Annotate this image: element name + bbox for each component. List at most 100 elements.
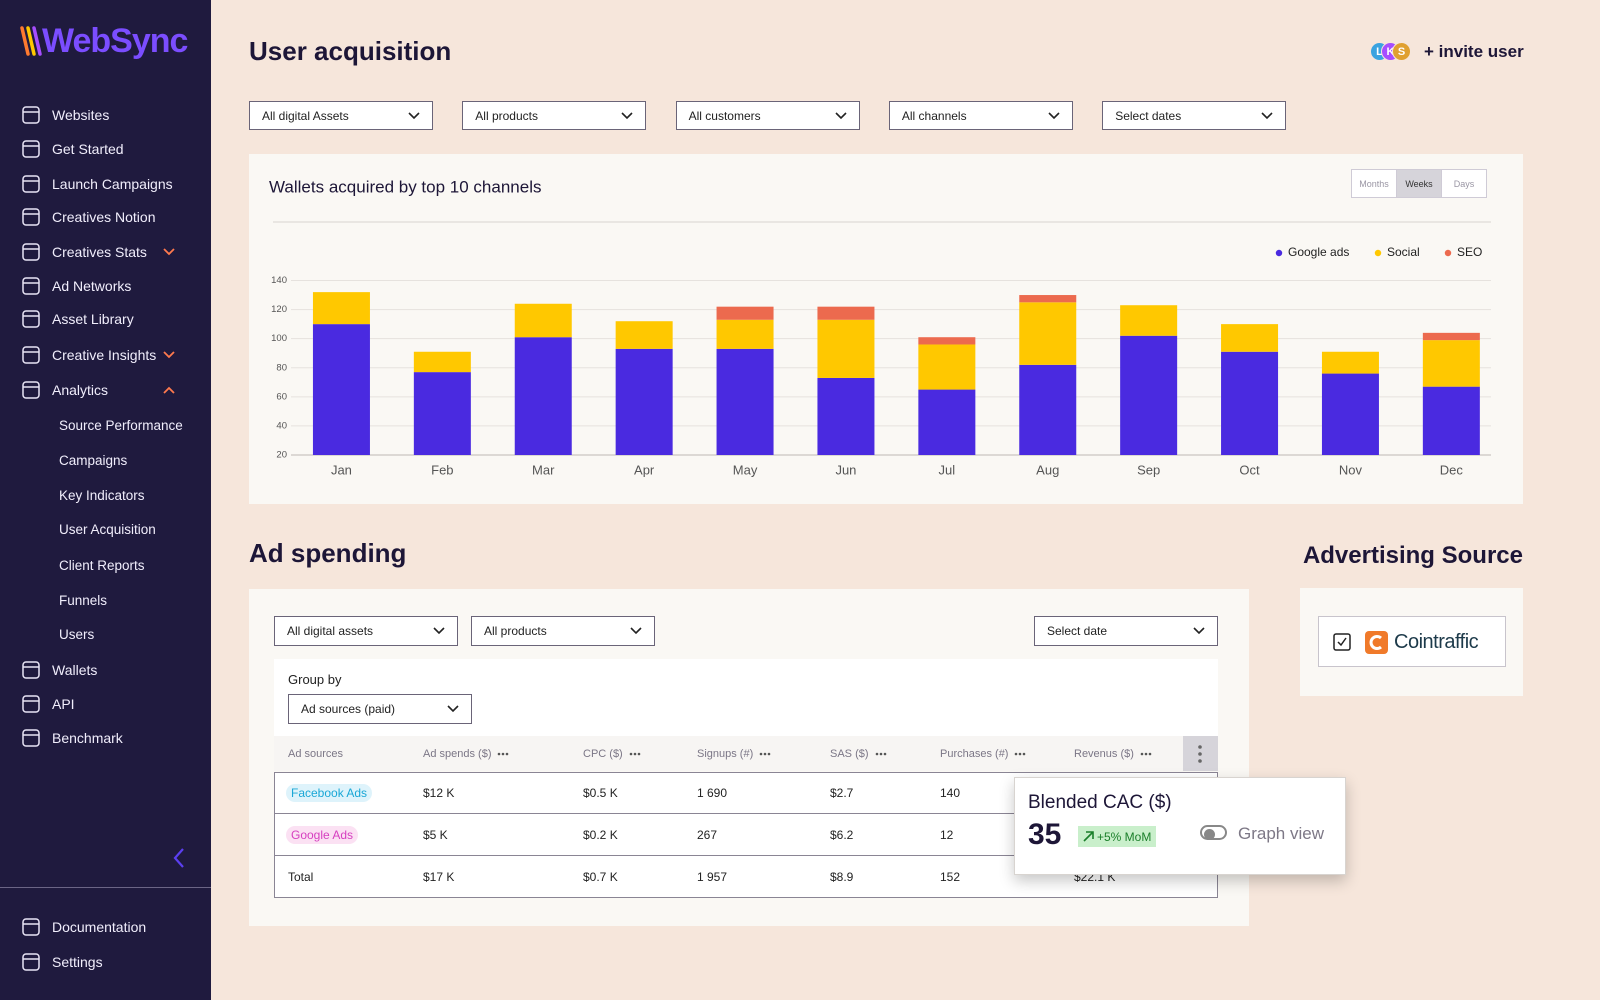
nav-item[interactable]: Get Started xyxy=(52,141,124,157)
dropdown[interactable]: All products xyxy=(462,101,647,130)
icon-shape xyxy=(22,346,40,364)
group-by-label: Group by xyxy=(288,672,342,687)
dropdown-arrow xyxy=(621,111,633,119)
dropdown[interactable]: Select dates xyxy=(1102,101,1287,130)
invite-button[interactable]: + invite user xyxy=(1424,42,1524,61)
column-menu[interactable] xyxy=(759,752,771,756)
icon-shape xyxy=(22,953,40,971)
nav-icon xyxy=(22,695,40,713)
column-menu[interactable] xyxy=(1014,752,1026,756)
nav-subitem[interactable]: Source Performance xyxy=(59,417,183,433)
column-menu[interactable] xyxy=(629,752,641,756)
nav-icon xyxy=(22,346,40,364)
icon-shape xyxy=(22,918,40,936)
nav-item[interactable]: Benchmark xyxy=(52,730,123,746)
column-header: CPC ($) xyxy=(583,736,641,771)
nav-item[interactable]: Websites xyxy=(52,107,110,123)
nav-icon xyxy=(22,175,40,193)
period-option[interactable]: Weeks xyxy=(1396,170,1441,197)
period-toggle: Months Weeks Days xyxy=(1351,169,1487,198)
nav-subitem[interactable]: Campaigns xyxy=(59,452,128,468)
column-title: Purchases (#) xyxy=(940,747,1009,760)
x-tick-label: Dec xyxy=(1440,462,1464,477)
nav-subitem[interactable]: Users xyxy=(59,626,95,642)
x-tick-label: Feb xyxy=(431,462,453,477)
table-cell: 1 957 xyxy=(697,870,728,884)
dropdown-arrow xyxy=(408,111,420,119)
popup-title: Blended CAC ($) xyxy=(1028,792,1172,813)
column-menu[interactable] xyxy=(875,752,887,756)
bar-segment xyxy=(1422,340,1480,387)
nav-item[interactable]: Wallets xyxy=(52,662,98,678)
source-chip[interactable]: Google Ads xyxy=(286,826,359,844)
icon-shape xyxy=(22,695,40,713)
chevron-icon xyxy=(163,386,175,394)
checkbox-box xyxy=(1333,633,1351,651)
nav-item[interactable]: Launch Campaigns xyxy=(52,176,173,192)
column-menu[interactable] xyxy=(1140,752,1152,756)
dropdown[interactable]: Ad sources (paid) xyxy=(288,694,472,724)
period-option[interactable]: Days xyxy=(1441,170,1486,197)
dot xyxy=(1148,752,1152,755)
column-title: Signups (#) xyxy=(697,747,754,760)
arrow xyxy=(447,705,459,713)
bar-segment xyxy=(1321,351,1379,374)
change-text: +5% MoM xyxy=(1097,829,1152,844)
bar-segment xyxy=(1019,302,1077,365)
dropdown[interactable]: All digital assets xyxy=(274,616,458,646)
column-menu[interactable] xyxy=(497,752,509,756)
nav-item[interactable]: Asset Library xyxy=(52,311,134,327)
x-tick-label: Mar xyxy=(532,462,555,477)
page-title: User acquisition xyxy=(249,36,452,66)
icon-shape xyxy=(22,381,40,399)
dropdown[interactable]: All products xyxy=(471,616,655,646)
group-by-panel: Group by Ad sources (paid) xyxy=(274,659,1218,736)
dropdown[interactable]: All customers xyxy=(675,101,860,130)
source-card: Cointraffic xyxy=(1300,588,1523,696)
dropdown-arrow xyxy=(835,111,847,119)
nav-item[interactable]: Creatives Notion xyxy=(52,209,156,225)
arrow xyxy=(621,111,633,119)
x-tick-label: Aug xyxy=(1036,462,1059,477)
logo-stripe xyxy=(20,26,30,56)
legend-label: Social xyxy=(1387,245,1420,259)
graph-toggle[interactable] xyxy=(1200,825,1227,840)
section-title: Advertising Source xyxy=(1302,542,1523,569)
period-option[interactable]: Months xyxy=(1359,178,1389,189)
legend-label: SEO xyxy=(1457,245,1482,259)
nav-item[interactable]: API xyxy=(52,696,75,712)
logo-text: WebSync xyxy=(42,22,188,60)
nav-item[interactable]: Creatives Stats xyxy=(52,244,147,260)
dropdown[interactable]: All channels xyxy=(888,101,1073,130)
source-name: Cointraffic xyxy=(1394,631,1479,653)
nav-item[interactable]: Settings xyxy=(52,954,103,970)
dot xyxy=(506,752,509,755)
nav-subitem[interactable]: Funnels xyxy=(59,592,108,608)
icon-shape xyxy=(22,729,40,747)
dropdown[interactable]: All digital Assets xyxy=(249,101,433,130)
source-option[interactable]: Cointraffic xyxy=(1318,616,1506,667)
nav-icon xyxy=(22,140,40,158)
y-tick-label: 100 xyxy=(271,333,287,344)
nav-subitem[interactable]: Client Reports xyxy=(59,557,145,573)
nav-subitem[interactable]: User Acquisition xyxy=(59,521,156,537)
nav-subitem[interactable]: Key Indicators xyxy=(59,487,145,503)
legend-dot xyxy=(1275,249,1283,257)
bar-segment xyxy=(716,306,774,320)
nav-item[interactable]: Analytics xyxy=(52,382,109,398)
dropdown[interactable]: Select date xyxy=(1034,616,1218,646)
nav-icon xyxy=(22,953,40,971)
sidebar xyxy=(0,0,211,1000)
source-chip[interactable]: Facebook Ads xyxy=(286,784,373,802)
nav-item[interactable]: Ad Networks xyxy=(52,278,132,294)
nav-item[interactable]: Creative Insights xyxy=(52,347,157,363)
table-cell: $5 K xyxy=(423,828,448,842)
table-menu[interactable] xyxy=(1183,736,1218,771)
collapse-arrow xyxy=(173,848,184,868)
table-cell: 1 690 xyxy=(697,786,728,800)
nav-item[interactable]: Documentation xyxy=(52,919,147,935)
dropdown-label: All digital Assets xyxy=(262,108,349,123)
toggle-label: Graph view xyxy=(1238,824,1324,843)
